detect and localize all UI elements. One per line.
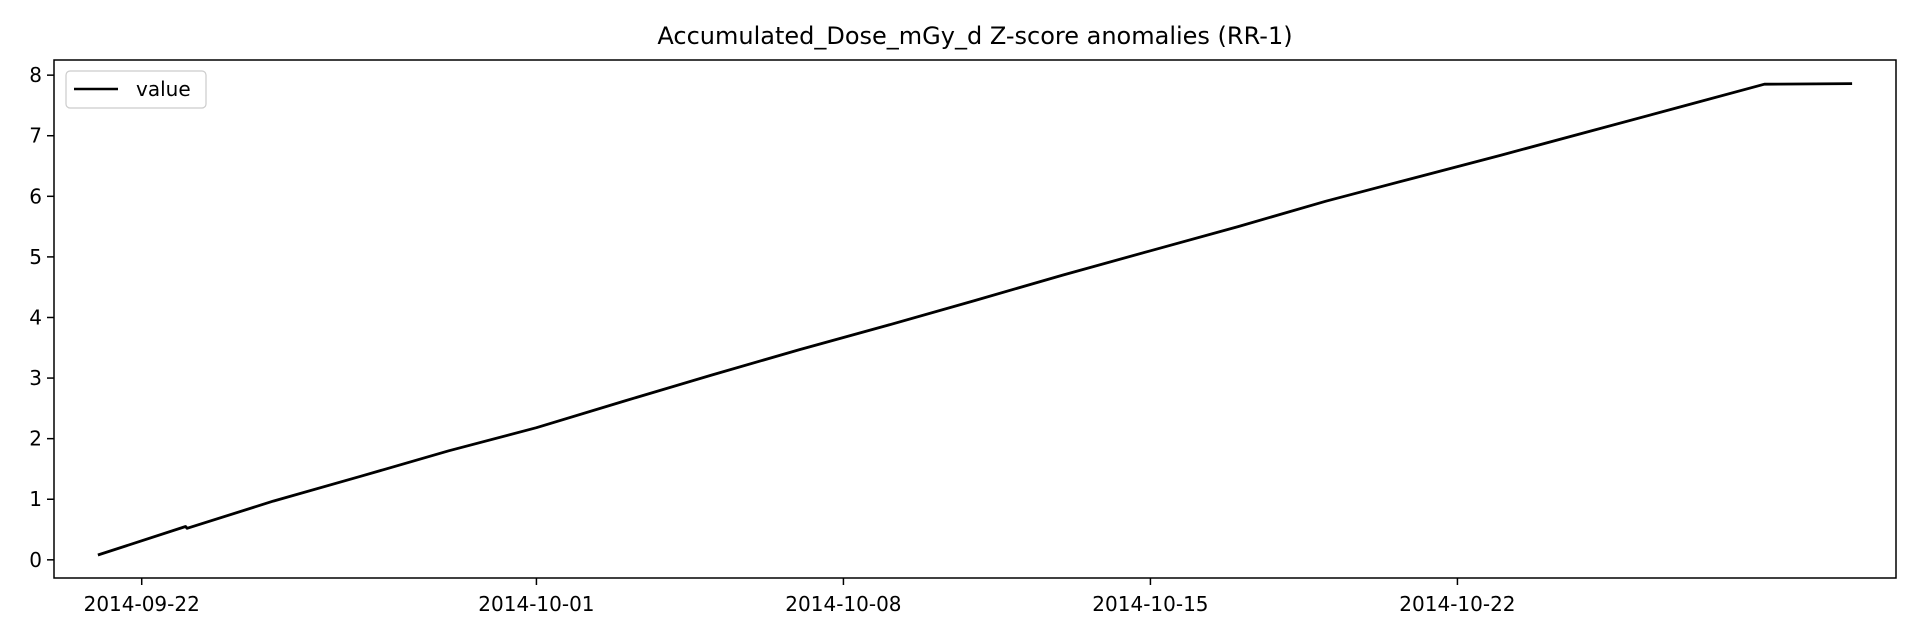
x-tick-label: 2014-09-22 [84, 592, 200, 616]
x-axis: 2014-09-22 2014-10-01 2014-10-08 2014-10-15… [84, 578, 1516, 616]
x-tick-label: 2014-10-01 [478, 592, 594, 616]
y-tick-label: 6 [29, 184, 42, 208]
legend-label: value [136, 77, 191, 101]
y-tick-label: 7 [29, 124, 42, 148]
series-line-value [97, 82, 1853, 557]
chart-title: Accumulated_Dose_mGy_d Z-score anomalies… [657, 22, 1292, 50]
plot-frame [53, 59, 1897, 579]
y-tick-label: 3 [29, 366, 42, 390]
series-layer [97, 82, 1853, 557]
y-axis: 0 1 2 3 4 5 6 7 8 [29, 63, 54, 572]
y-tick-label: 0 [29, 548, 42, 572]
y-tick-label: 4 [29, 305, 42, 329]
y-tick-label: 8 [29, 63, 42, 87]
y-tick-label: 5 [29, 245, 42, 269]
legend: value [65, 70, 207, 109]
y-tick-label: 2 [29, 427, 42, 451]
x-tick-label: 2014-10-15 [1092, 592, 1208, 616]
legend-box [65, 70, 207, 109]
x-tick-label: 2014-10-08 [785, 592, 901, 616]
y-tick-label: 1 [29, 487, 42, 511]
x-tick-label: 2014-10-22 [1399, 592, 1515, 616]
